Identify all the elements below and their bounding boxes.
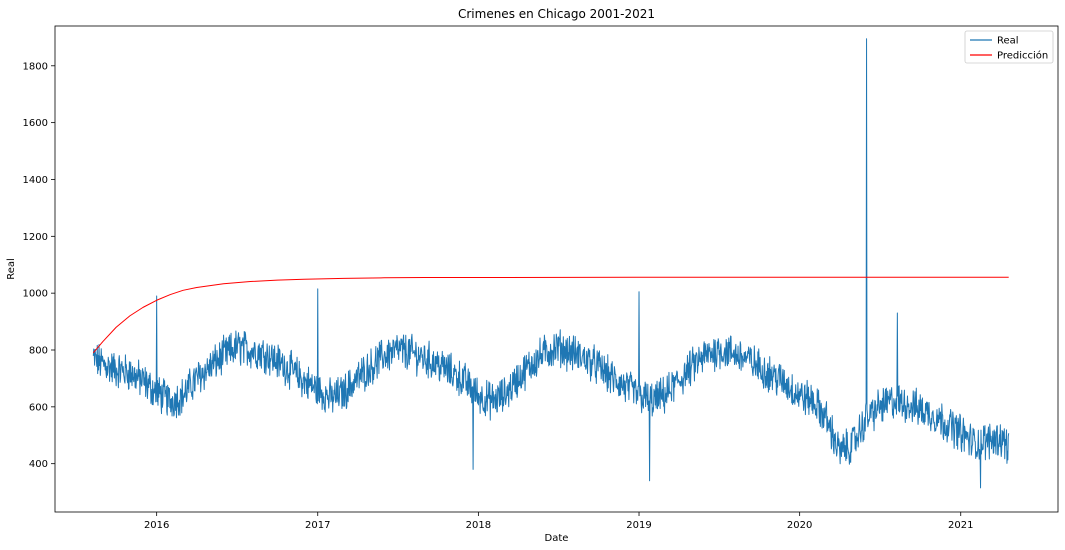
y-tick-label: 400 <box>29 459 48 470</box>
y-tick-label: 600 <box>29 402 48 413</box>
y-tick-label: 1600 <box>23 118 48 129</box>
series-line-real <box>92 38 1010 489</box>
legend: Real Predicción <box>964 30 1054 64</box>
y-tick-label: 800 <box>29 346 48 357</box>
series-layer <box>92 38 1010 489</box>
plot-area-frame <box>54 25 1059 513</box>
x-axis-label: Date <box>545 533 569 544</box>
x-axis: 2016 2017 2018 2019 2020 2021 <box>144 512 973 531</box>
x-tick-label: 2017 <box>305 520 330 531</box>
x-tick-label: 2020 <box>787 520 812 531</box>
x-tick-label: 2016 <box>144 520 169 531</box>
legend-entry-real: Real <box>997 36 1019 47</box>
y-axis: 400 600 800 1000 1200 1400 1600 1800 <box>23 61 55 470</box>
x-tick-label: 2021 <box>948 520 973 531</box>
chart-title: Crimenes en Chicago 2001-2021 <box>458 7 655 21</box>
y-tick-label: 1200 <box>23 232 48 243</box>
y-tick-label: 1000 <box>23 289 48 300</box>
series-line-prediccion <box>92 276 1009 354</box>
x-tick-label: 2019 <box>626 520 651 531</box>
y-axis-label: Real <box>6 258 17 280</box>
y-tick-label: 1800 <box>23 61 48 72</box>
y-tick-label: 1400 <box>23 175 48 186</box>
legend-entry-prediccion: Predicción <box>997 50 1048 62</box>
x-tick-label: 2018 <box>466 520 491 531</box>
